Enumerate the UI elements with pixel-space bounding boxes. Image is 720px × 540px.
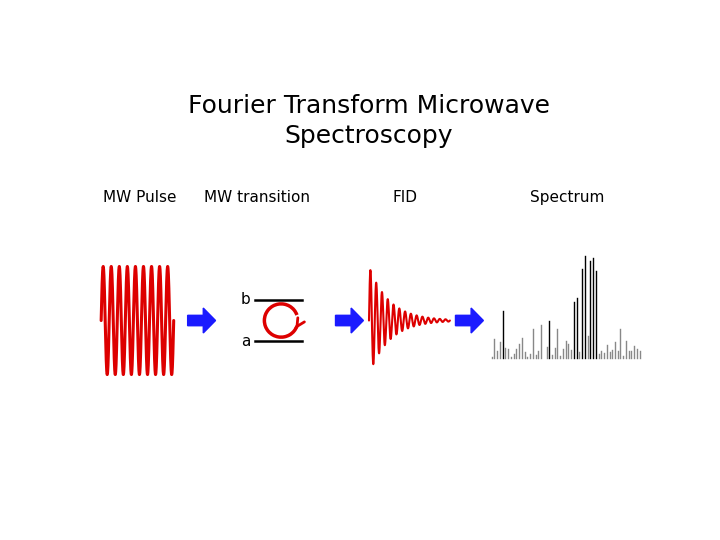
Polygon shape	[336, 308, 364, 333]
Text: Spectrum: Spectrum	[530, 191, 604, 205]
Text: FID: FID	[393, 191, 418, 205]
Polygon shape	[456, 308, 483, 333]
Text: MW Pulse: MW Pulse	[104, 191, 177, 205]
Text: Fourier Transform Microwave
Spectroscopy: Fourier Transform Microwave Spectroscopy	[188, 94, 550, 147]
Polygon shape	[188, 308, 215, 333]
Text: a: a	[241, 334, 251, 349]
Text: MW transition: MW transition	[204, 191, 310, 205]
Text: b: b	[241, 292, 251, 307]
